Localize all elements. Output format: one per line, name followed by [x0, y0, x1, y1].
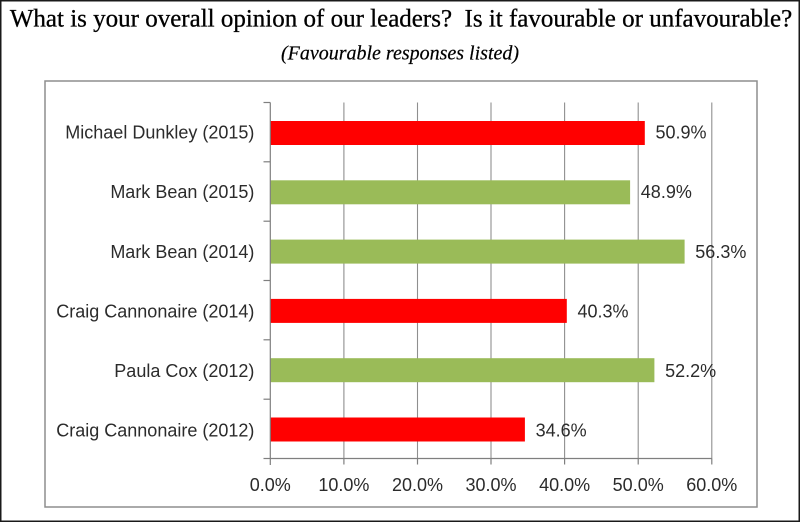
svg-text:52.2%: 52.2%: [665, 361, 716, 381]
svg-text:Craig Cannonaire (2012): Craig Cannonaire (2012): [56, 421, 254, 441]
svg-text:40.3%: 40.3%: [578, 301, 629, 321]
svg-text:0.0%: 0.0%: [250, 475, 291, 495]
svg-text:What is your overall opinion o: What is your overall opinion of our lead…: [10, 6, 792, 33]
svg-text:20.0%: 20.0%: [392, 475, 443, 495]
svg-text:50.0%: 50.0%: [613, 475, 664, 495]
svg-text:34.6%: 34.6%: [536, 421, 587, 441]
svg-text:48.9%: 48.9%: [641, 182, 692, 202]
svg-text:56.3%: 56.3%: [695, 242, 746, 262]
svg-text:Paula Cox (2012): Paula Cox (2012): [114, 361, 254, 381]
svg-text:Michael Dunkley (2015): Michael Dunkley (2015): [65, 123, 254, 143]
svg-text:Craig Cannonaire (2014): Craig Cannonaire (2014): [56, 301, 254, 321]
svg-text:(Favourable responses listed): (Favourable responses listed): [281, 43, 519, 65]
svg-text:50.9%: 50.9%: [656, 123, 707, 143]
svg-text:60.0%: 60.0%: [686, 475, 737, 495]
svg-text:30.0%: 30.0%: [465, 475, 516, 495]
svg-text:40.0%: 40.0%: [539, 475, 590, 495]
svg-text:10.0%: 10.0%: [318, 475, 369, 495]
svg-text:Mark Bean (2014): Mark Bean (2014): [110, 242, 254, 262]
svg-text:Mark Bean (2015): Mark Bean (2015): [110, 182, 254, 202]
